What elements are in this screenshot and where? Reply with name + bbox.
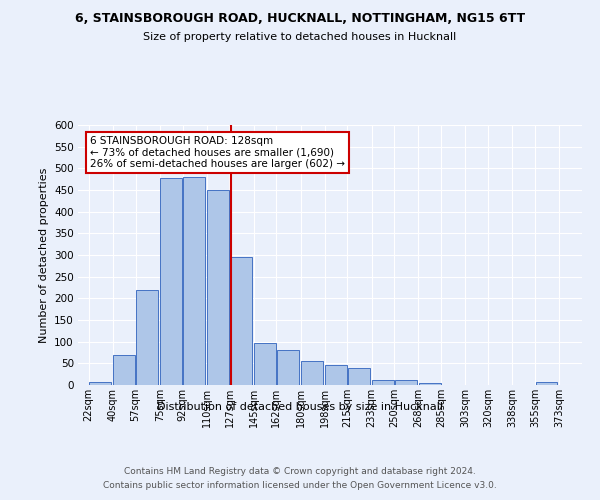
Y-axis label: Number of detached properties: Number of detached properties — [38, 168, 49, 342]
Text: Distribution of detached houses by size in Hucknall: Distribution of detached houses by size … — [157, 402, 443, 412]
Bar — [113, 354, 135, 385]
Bar — [160, 178, 182, 385]
Bar — [230, 257, 252, 385]
Bar — [254, 343, 276, 385]
Bar — [536, 382, 557, 385]
Bar — [89, 382, 111, 385]
Text: Contains HM Land Registry data © Crown copyright and database right 2024.: Contains HM Land Registry data © Crown c… — [124, 468, 476, 476]
Text: 6 STAINSBOROUGH ROAD: 128sqm
← 73% of detached houses are smaller (1,690)
26% of: 6 STAINSBOROUGH ROAD: 128sqm ← 73% of de… — [90, 136, 345, 169]
Bar — [183, 178, 205, 385]
Bar — [348, 368, 370, 385]
Bar — [325, 364, 347, 385]
Bar — [419, 383, 441, 385]
Bar — [207, 190, 229, 385]
Bar — [395, 380, 416, 385]
Text: Contains public sector information licensed under the Open Government Licence v3: Contains public sector information licen… — [103, 481, 497, 490]
Bar — [301, 361, 323, 385]
Bar — [277, 350, 299, 385]
Text: Size of property relative to detached houses in Hucknall: Size of property relative to detached ho… — [143, 32, 457, 42]
Bar — [136, 290, 158, 385]
Text: 6, STAINSBOROUGH ROAD, HUCKNALL, NOTTINGHAM, NG15 6TT: 6, STAINSBOROUGH ROAD, HUCKNALL, NOTTING… — [75, 12, 525, 26]
Bar — [372, 380, 394, 385]
